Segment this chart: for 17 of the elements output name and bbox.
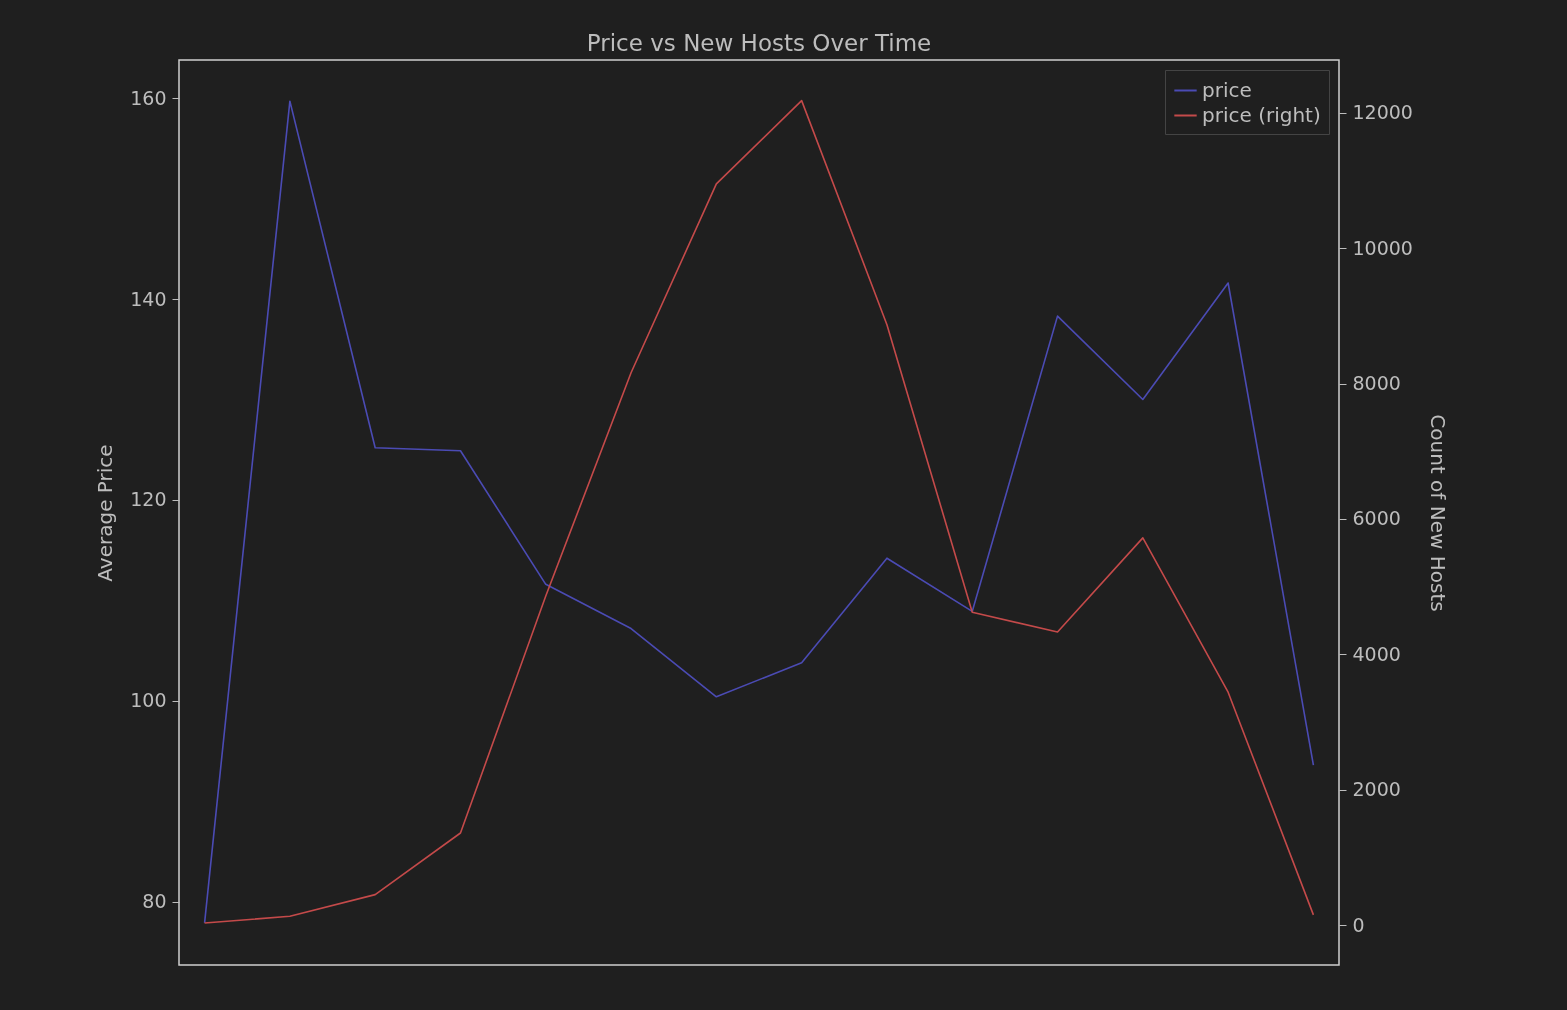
y2-tick-label: 0 (1352, 913, 1365, 936)
y2-tick-label: 8000 (1352, 372, 1401, 395)
y2-tick-label: 4000 (1352, 642, 1401, 665)
legend-label: price (right) (1202, 102, 1321, 127)
y2-axis-title: Count of New Hosts (1425, 414, 1450, 612)
chart-title: Price vs New Hosts Over Time (586, 30, 932, 56)
y2-tick-label: 12000 (1352, 101, 1413, 124)
y2-tick-label: 10000 (1352, 236, 1413, 259)
legend-label: price (1202, 77, 1252, 102)
y-tick-label: 120 (130, 488, 167, 511)
y2-tick-label: 6000 (1352, 507, 1401, 530)
y-tick-label: 100 (130, 689, 167, 712)
y-tick-label: 80 (142, 890, 167, 913)
y-tick-label: 160 (130, 86, 167, 109)
y-axis-title: Average Price (93, 444, 118, 582)
y2-tick-label: 2000 (1352, 778, 1401, 801)
y-tick-label: 140 (130, 287, 167, 310)
